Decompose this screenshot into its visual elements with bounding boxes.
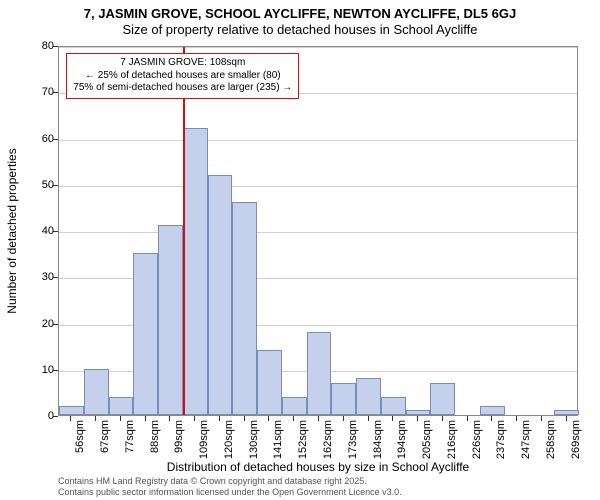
x-tick-mark — [194, 416, 195, 421]
x-tick-label: 258sqm — [545, 420, 557, 459]
y-tick-label: 70 — [24, 86, 54, 98]
bar — [356, 378, 381, 415]
x-tick-label: 226sqm — [471, 420, 483, 459]
callout-box: 7 JASMIN GROVE: 108sqm ← 25% of detached… — [66, 53, 299, 99]
x-tick-mark — [566, 416, 567, 421]
x-tick-mark — [268, 416, 269, 421]
x-tick-label: 205sqm — [421, 420, 433, 459]
x-tick-label: 77sqm — [124, 420, 136, 453]
y-tick-label: 10 — [24, 364, 54, 376]
x-tick-mark — [491, 416, 492, 421]
y-axis-label: Number of detached properties — [5, 148, 19, 313]
plot-region: 7 JASMIN GROVE: 108sqm ← 25% of detached… — [58, 46, 578, 416]
x-tick-label: 120sqm — [223, 420, 235, 459]
x-tick-label: 152sqm — [297, 420, 309, 459]
x-axis-label: Distribution of detached houses by size … — [58, 460, 578, 474]
marker-line — [183, 47, 185, 415]
bar — [480, 406, 505, 415]
x-tick-label: 56sqm — [74, 420, 86, 453]
footnote: Contains HM Land Registry data © Crown c… — [58, 476, 402, 498]
bar — [554, 410, 579, 415]
x-tick-label: 269sqm — [570, 420, 582, 459]
callout-line1: 7 JASMIN GROVE: 108sqm — [73, 57, 292, 70]
plot-area: 7 JASMIN GROVE: 108sqm ← 25% of detached… — [58, 46, 578, 416]
x-tick-label: 99sqm — [173, 420, 185, 453]
bar — [282, 397, 307, 416]
x-tick-mark — [120, 416, 121, 421]
x-tick-label: 88sqm — [149, 420, 161, 453]
x-tick-mark — [219, 416, 220, 421]
x-tick-mark — [541, 416, 542, 421]
y-tick-label: 30 — [24, 271, 54, 283]
x-tick-mark — [442, 416, 443, 421]
x-tick-label: 130sqm — [248, 420, 260, 459]
chart-title-line1: 7, JASMIN GROVE, SCHOOL AYCLIFFE, NEWTON… — [0, 6, 600, 22]
chart-container: 7, JASMIN GROVE, SCHOOL AYCLIFFE, NEWTON… — [0, 0, 600, 500]
x-tick-label: 109sqm — [198, 420, 210, 459]
chart-title-line2: Size of property relative to detached ho… — [0, 22, 600, 38]
y-tick-label: 80 — [24, 40, 54, 52]
callout-line2: ← 25% of detached houses are smaller (80… — [73, 70, 292, 83]
bar — [84, 369, 109, 415]
x-tick-mark — [368, 416, 369, 421]
x-tick-mark — [244, 416, 245, 421]
bar — [232, 202, 257, 415]
x-tick-label: 162sqm — [322, 420, 334, 459]
y-tick-label: 40 — [24, 225, 54, 237]
x-tick-mark — [417, 416, 418, 421]
x-tick-mark — [516, 416, 517, 421]
x-tick-mark — [145, 416, 146, 421]
bar — [406, 410, 431, 415]
x-tick-mark — [467, 416, 468, 421]
bar — [183, 128, 208, 415]
x-tick-mark — [169, 416, 170, 421]
bar — [133, 253, 158, 415]
footnote-line2: Contains public sector information licen… — [58, 487, 402, 498]
bar — [208, 175, 233, 416]
y-tick-label: 50 — [24, 179, 54, 191]
bar — [307, 332, 332, 415]
x-tick-mark — [318, 416, 319, 421]
callout-line3: 75% of semi-detached houses are larger (… — [73, 82, 292, 95]
bars-group — [59, 47, 577, 415]
y-tick-label: 20 — [24, 318, 54, 330]
x-tick-mark — [392, 416, 393, 421]
x-tick-label: 194sqm — [396, 420, 408, 459]
bar — [59, 406, 84, 415]
x-tick-mark — [95, 416, 96, 421]
x-tick-label: 67sqm — [99, 420, 111, 453]
bar — [257, 350, 282, 415]
x-tick-mark — [293, 416, 294, 421]
x-tick-label: 216sqm — [446, 420, 458, 459]
y-tick-label: 60 — [24, 133, 54, 145]
bar — [331, 383, 356, 415]
x-tick-label: 173sqm — [347, 420, 359, 459]
x-tick-label: 141sqm — [272, 420, 284, 459]
chart-title-block: 7, JASMIN GROVE, SCHOOL AYCLIFFE, NEWTON… — [0, 0, 600, 39]
bar — [381, 397, 406, 416]
y-tick-label: 0 — [24, 410, 54, 422]
bar — [430, 383, 455, 415]
x-tick-label: 237sqm — [495, 420, 507, 459]
x-tick-label: 247sqm — [520, 420, 532, 459]
footnote-line1: Contains HM Land Registry data © Crown c… — [58, 476, 402, 487]
bar — [109, 397, 134, 416]
x-tick-label: 184sqm — [372, 420, 384, 459]
x-tick-mark — [70, 416, 71, 421]
bar — [158, 225, 183, 415]
x-tick-mark — [343, 416, 344, 421]
